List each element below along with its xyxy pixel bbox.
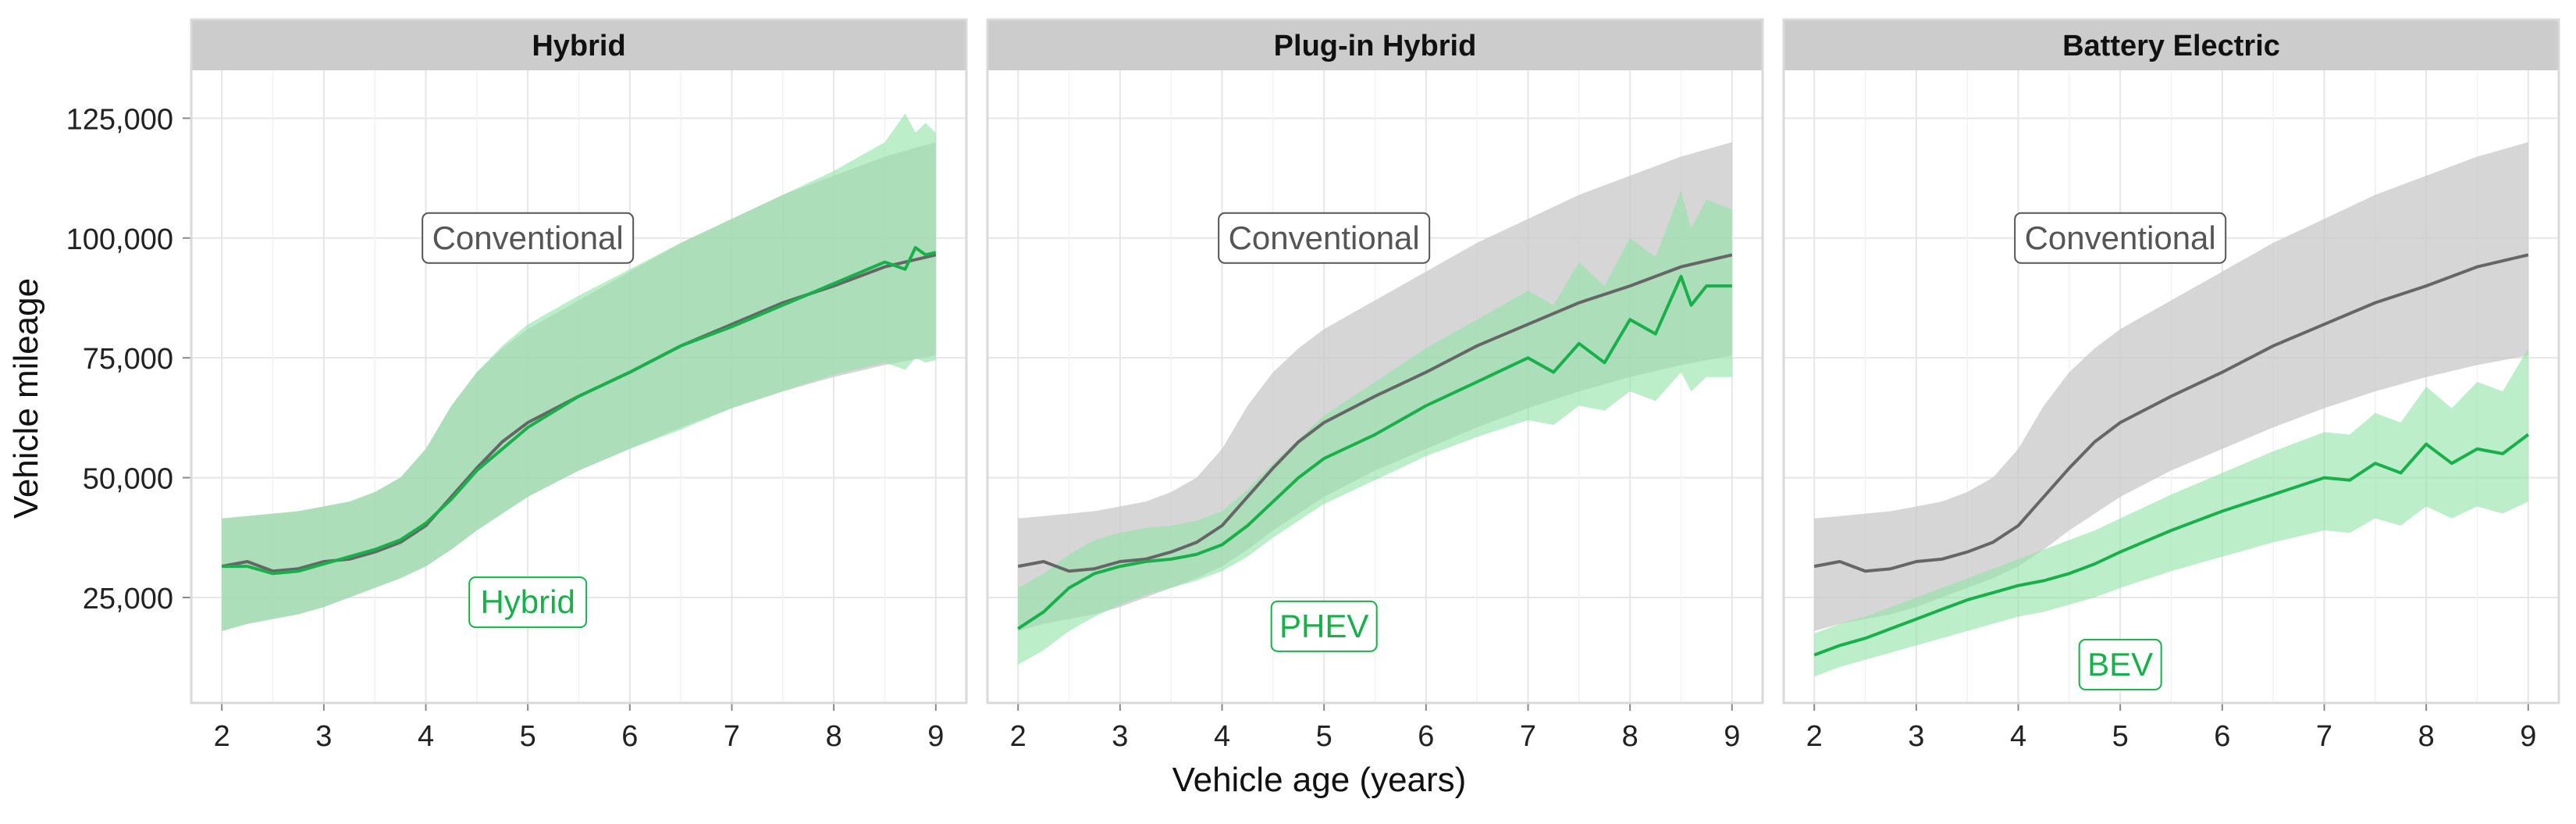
x-tick-label: 2 (214, 720, 230, 753)
facet-strip (987, 20, 1763, 70)
x-tick-label: 5 (520, 720, 536, 753)
conventional-label-box (422, 212, 635, 264)
x-tick-label: 8 (826, 720, 842, 753)
ev-label-box (2078, 638, 2162, 690)
ev-label-box (468, 576, 588, 629)
conventional-mean-line (1017, 253, 1733, 573)
ev-mean-line (1017, 274, 1732, 630)
y-tick-label: 100,000 (66, 223, 173, 256)
x-tick-label: 6 (621, 720, 638, 753)
facet-panel-1: Plug-in Hybrid 2 3 4 5 6 7 8 9 Conventional PHEV (986, 18, 1764, 753)
x-tick-label: 8 (1622, 720, 1638, 753)
x-tick-label: 3 (1908, 720, 1924, 753)
facet-title: Hybrid (532, 30, 625, 62)
conventional-annotation: Conventional (1229, 219, 1420, 256)
x-tick-label: 6 (1418, 720, 1434, 753)
x-tick-label: 9 (927, 720, 944, 753)
x-tick-label: 9 (2520, 720, 2536, 753)
ev-mean-line (1813, 433, 2529, 657)
facet-strip (191, 20, 966, 70)
conventional-label-box (2014, 212, 2227, 264)
ev-mean-line (222, 246, 937, 576)
panel-border (1782, 18, 2560, 705)
conventional-ribbon (1814, 142, 2528, 631)
conventional-label-box (1218, 212, 1431, 264)
x-tick-label: 7 (2316, 720, 2332, 753)
y-tick-label: 75,000 (83, 343, 173, 376)
ev-ribbon (1814, 348, 2528, 677)
x-axis-label: Vehicle age (years) (1172, 761, 1467, 799)
x-tick-label: 7 (1520, 720, 1536, 753)
x-tick-label: 7 (724, 720, 740, 753)
x-tick-label: 4 (2010, 720, 2026, 753)
conventional-mean-line (1813, 253, 2529, 573)
facet-panel-2: Battery Electric 2 3 4 5 6 7 8 9 Conventional BEV (1782, 18, 2560, 753)
x-tick-label: 6 (2214, 720, 2230, 753)
x-tick-label: 2 (1010, 720, 1026, 753)
facet-title: Battery Electric (2062, 30, 2280, 62)
ev-annotation: PHEV (1279, 608, 1368, 644)
conventional-annotation: Conventional (2025, 219, 2216, 256)
x-tick-label: 4 (1214, 720, 1230, 753)
panel-border (190, 18, 968, 705)
y-tick-label: 125,000 (66, 103, 173, 136)
y-axis-label: Vehicle mileage (7, 278, 45, 519)
ev-annotation: BEV (2087, 646, 2153, 683)
x-tick-label: 4 (418, 720, 434, 753)
ev-label-box (1270, 600, 1378, 652)
x-tick-label: 3 (315, 720, 332, 753)
facet-strip (1784, 20, 2559, 70)
ev-annotation: Hybrid (480, 583, 575, 620)
panel-border (986, 18, 1764, 705)
x-tick-label: 2 (1806, 720, 1823, 753)
x-tick-label: 9 (1724, 720, 1740, 753)
conventional-mean-line (221, 253, 937, 573)
x-tick-label: 5 (2112, 720, 2129, 753)
y-tick-label: 50,000 (83, 463, 173, 496)
y-tick-label: 25,000 (83, 583, 173, 615)
ev-ribbon (1018, 190, 1732, 665)
facet-title: Plug-in Hybrid (1274, 30, 1477, 62)
facet-panel-0: Hybrid 2 3 4 5 6 7 8 9 Conventional Hybrid (190, 18, 968, 753)
x-tick-label: 3 (1112, 720, 1128, 753)
x-tick-label: 8 (2418, 720, 2435, 753)
ev-ribbon (222, 113, 936, 631)
x-tick-label: 5 (1316, 720, 1332, 753)
conventional-annotation: Conventional (432, 219, 624, 256)
